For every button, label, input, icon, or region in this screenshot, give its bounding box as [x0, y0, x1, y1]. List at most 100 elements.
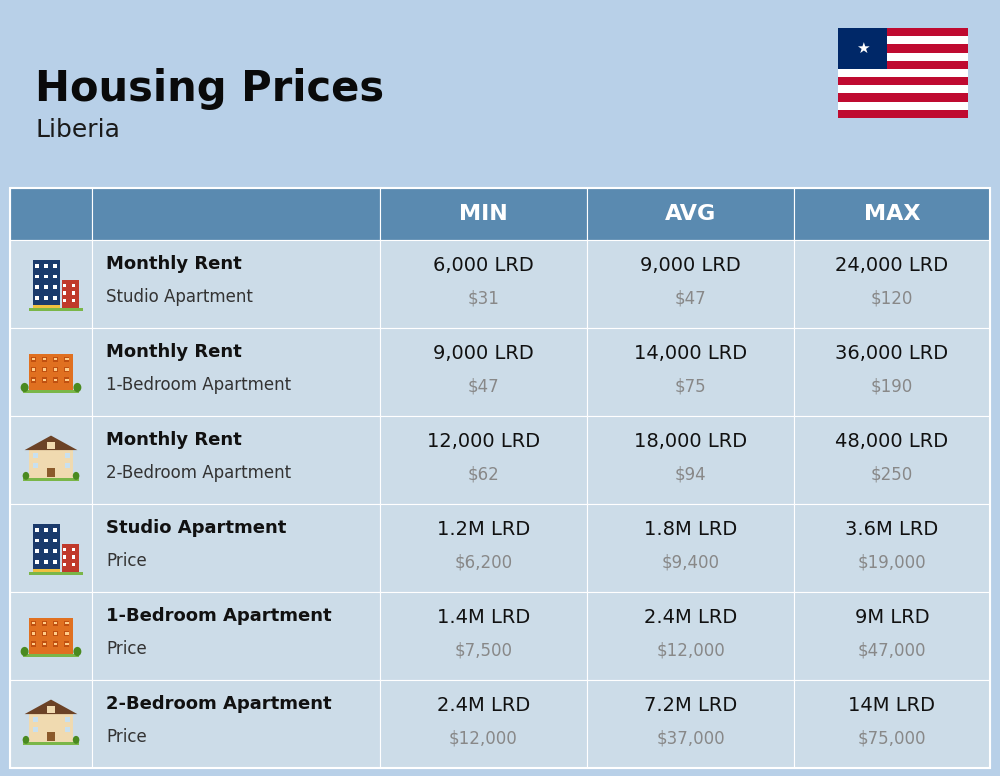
Bar: [63, 292, 66, 295]
Bar: [29, 618, 73, 654]
Bar: [33, 569, 60, 572]
Bar: [31, 642, 36, 646]
Text: 2.4M LRD: 2.4M LRD: [644, 608, 737, 627]
Bar: [92, 592, 380, 680]
Bar: [43, 358, 46, 360]
Bar: [53, 264, 57, 268]
Bar: [32, 368, 35, 371]
Bar: [32, 358, 35, 360]
Bar: [65, 358, 69, 360]
Ellipse shape: [73, 647, 81, 656]
Text: MIN: MIN: [459, 204, 508, 224]
Bar: [23, 478, 79, 481]
Bar: [42, 377, 47, 383]
Bar: [35, 285, 39, 289]
Bar: [587, 188, 794, 240]
Bar: [794, 240, 990, 328]
Text: 6,000 LRD: 6,000 LRD: [433, 256, 534, 275]
Bar: [53, 549, 57, 553]
Bar: [62, 280, 79, 308]
Text: $6,200: $6,200: [454, 553, 513, 571]
Polygon shape: [25, 435, 77, 450]
Bar: [33, 260, 60, 308]
Text: Monthly Rent: Monthly Rent: [106, 255, 242, 273]
Text: $250: $250: [871, 466, 913, 483]
Bar: [63, 548, 66, 551]
Bar: [42, 642, 47, 646]
Bar: [65, 453, 70, 458]
Bar: [838, 28, 968, 36]
Bar: [54, 643, 57, 645]
Bar: [64, 357, 69, 362]
Text: $9,400: $9,400: [662, 553, 720, 571]
Bar: [47, 442, 55, 449]
Bar: [35, 296, 39, 300]
Bar: [33, 462, 38, 468]
Bar: [380, 504, 587, 592]
Bar: [35, 528, 39, 532]
Bar: [838, 36, 968, 44]
Ellipse shape: [73, 383, 81, 392]
Text: Studio Apartment: Studio Apartment: [106, 289, 253, 307]
Text: 2-Bedroom Apartment: 2-Bedroom Apartment: [106, 695, 332, 713]
Text: $47,000: $47,000: [858, 641, 926, 660]
Bar: [29, 450, 73, 478]
Ellipse shape: [73, 736, 79, 744]
Bar: [53, 357, 58, 362]
Bar: [29, 572, 83, 575]
Bar: [63, 283, 66, 286]
Bar: [32, 379, 35, 381]
Text: $62: $62: [468, 466, 499, 483]
Bar: [380, 188, 587, 240]
Bar: [43, 632, 46, 635]
Bar: [587, 504, 794, 592]
Bar: [42, 357, 47, 362]
Bar: [380, 592, 587, 680]
Bar: [35, 264, 39, 268]
Bar: [64, 631, 69, 636]
Bar: [47, 733, 55, 741]
Bar: [54, 379, 57, 381]
Text: $12,000: $12,000: [656, 641, 725, 660]
Bar: [47, 469, 55, 477]
Bar: [587, 680, 794, 768]
Text: Housing Prices: Housing Prices: [35, 68, 384, 110]
Text: 12,000 LRD: 12,000 LRD: [427, 432, 540, 451]
Bar: [23, 742, 79, 745]
Text: 1.4M LRD: 1.4M LRD: [437, 608, 530, 627]
Bar: [53, 367, 58, 372]
Text: 9M LRD: 9M LRD: [855, 608, 929, 627]
Bar: [838, 69, 968, 77]
Bar: [587, 240, 794, 328]
Bar: [63, 556, 66, 559]
Bar: [31, 377, 36, 383]
Bar: [65, 632, 69, 635]
Bar: [54, 368, 57, 371]
Text: AVG: AVG: [665, 204, 716, 224]
Bar: [380, 328, 587, 416]
Bar: [35, 275, 39, 279]
Polygon shape: [25, 700, 77, 714]
Text: 3.6M LRD: 3.6M LRD: [845, 520, 939, 539]
Bar: [380, 680, 587, 768]
Ellipse shape: [21, 647, 29, 656]
Bar: [10, 240, 92, 328]
Text: 2-Bedroom Apartment: 2-Bedroom Apartment: [106, 464, 291, 483]
Text: Monthly Rent: Monthly Rent: [106, 431, 242, 449]
Bar: [31, 367, 36, 372]
Text: Liberia: Liberia: [35, 118, 120, 142]
Polygon shape: [46, 437, 56, 442]
Bar: [35, 539, 39, 542]
Text: 9,000 LRD: 9,000 LRD: [433, 345, 534, 363]
Bar: [53, 377, 58, 383]
Bar: [43, 622, 46, 625]
Ellipse shape: [23, 472, 29, 480]
Bar: [10, 504, 92, 592]
Text: $75,000: $75,000: [858, 729, 926, 747]
Bar: [65, 727, 70, 732]
Bar: [33, 305, 60, 308]
Text: 9,000 LRD: 9,000 LRD: [640, 256, 741, 275]
Text: $47: $47: [675, 289, 706, 307]
Bar: [63, 300, 66, 303]
Bar: [65, 368, 69, 371]
